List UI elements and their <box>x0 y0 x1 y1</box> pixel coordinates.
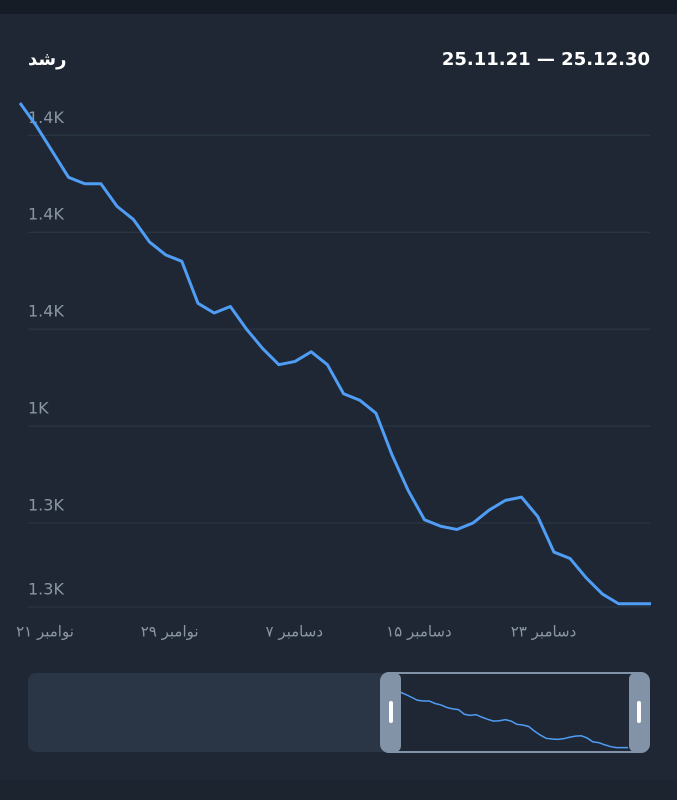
plot: 1.3K 1.3K 1K 1.4K 1.4K 1.4K نوامبر ۲۱ نوامبر ۲۹… <box>16 102 651 641</box>
x-tick-label: نوامبر ۲۹ <box>141 623 199 641</box>
data-line <box>18 102 651 606</box>
handle-grip <box>389 701 393 723</box>
x-tick-label: دسامبر ۱۵ <box>386 623 452 641</box>
navigator-window[interactable] <box>392 673 638 752</box>
top-strip <box>0 0 677 14</box>
y-tick-label: 1.4K <box>28 205 64 224</box>
x-tick-label: دسامبر ۷ <box>266 623 324 641</box>
card <box>0 14 677 780</box>
date-range: 25.11.21 — 25.12.30 <box>442 49 650 70</box>
y-tick-label: 1K <box>28 399 49 418</box>
y-tick-label: 1.3K <box>28 580 64 599</box>
handle-grip <box>637 701 641 723</box>
x-tick-label: دسامبر ۲۳ <box>511 623 577 641</box>
x-tick-label: نوامبر ۲۱ <box>16 623 74 641</box>
chart-title: رشد <box>28 49 66 70</box>
navigator-preview <box>399 691 628 749</box>
y-tick-label: 1.3K <box>28 496 64 515</box>
y-tick-label: 1.4K <box>28 108 64 127</box>
preview-line <box>399 691 628 749</box>
y-tick-label: 1.4K <box>28 302 64 321</box>
